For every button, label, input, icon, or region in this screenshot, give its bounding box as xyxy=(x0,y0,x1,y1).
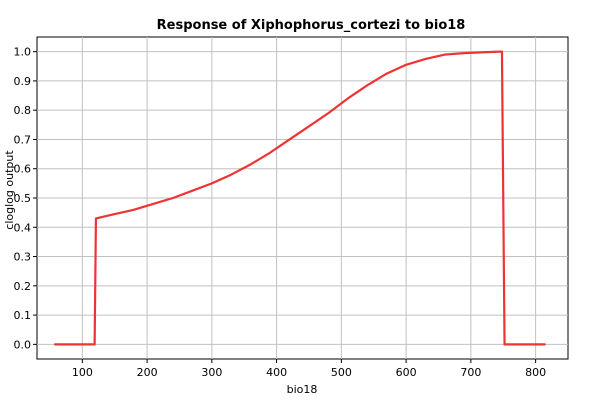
x-tick-label: 100 xyxy=(72,366,93,379)
x-tick-label: 300 xyxy=(201,366,222,379)
x-tick-label: 200 xyxy=(137,366,158,379)
y-tick-label: 0.3 xyxy=(14,251,32,264)
y-axis-label: cloglog output xyxy=(3,150,16,230)
y-tick-label: 1.0 xyxy=(14,46,32,59)
x-axis-ticks: 100 200 300 400 500 600 700 800 xyxy=(72,359,546,379)
chart-title: Response of Xiphophorus_cortezi to bio18 xyxy=(157,18,466,33)
y-tick-label: 0.1 xyxy=(14,309,32,322)
y-tick-label: 0.7 xyxy=(14,133,32,146)
response-curve-line xyxy=(54,50,546,346)
y-tick-label: 0.9 xyxy=(14,75,32,88)
x-tick-label: 800 xyxy=(525,366,546,379)
y-tick-label: 0.2 xyxy=(14,280,32,293)
x-tick-label: 700 xyxy=(460,366,481,379)
grid-lines xyxy=(37,37,568,359)
y-tick-label: 0.6 xyxy=(14,163,32,176)
y-tick-label: 0.5 xyxy=(14,192,32,205)
y-tick-label: 0.4 xyxy=(14,221,32,234)
x-tick-label: 600 xyxy=(396,366,417,379)
x-tick-label: 400 xyxy=(266,366,287,379)
x-tick-label: 500 xyxy=(331,366,352,379)
x-axis-label: bio18 xyxy=(287,383,318,396)
y-tick-label: 0.0 xyxy=(14,338,32,351)
y-tick-label: 0.8 xyxy=(14,104,32,117)
series-group xyxy=(54,50,546,346)
y-axis-ticks: 0.0 0.1 0.2 0.3 0.4 0.5 0.6 0.7 0.8 0.9 1.0 xyxy=(14,46,37,351)
plot-area xyxy=(36,36,569,360)
